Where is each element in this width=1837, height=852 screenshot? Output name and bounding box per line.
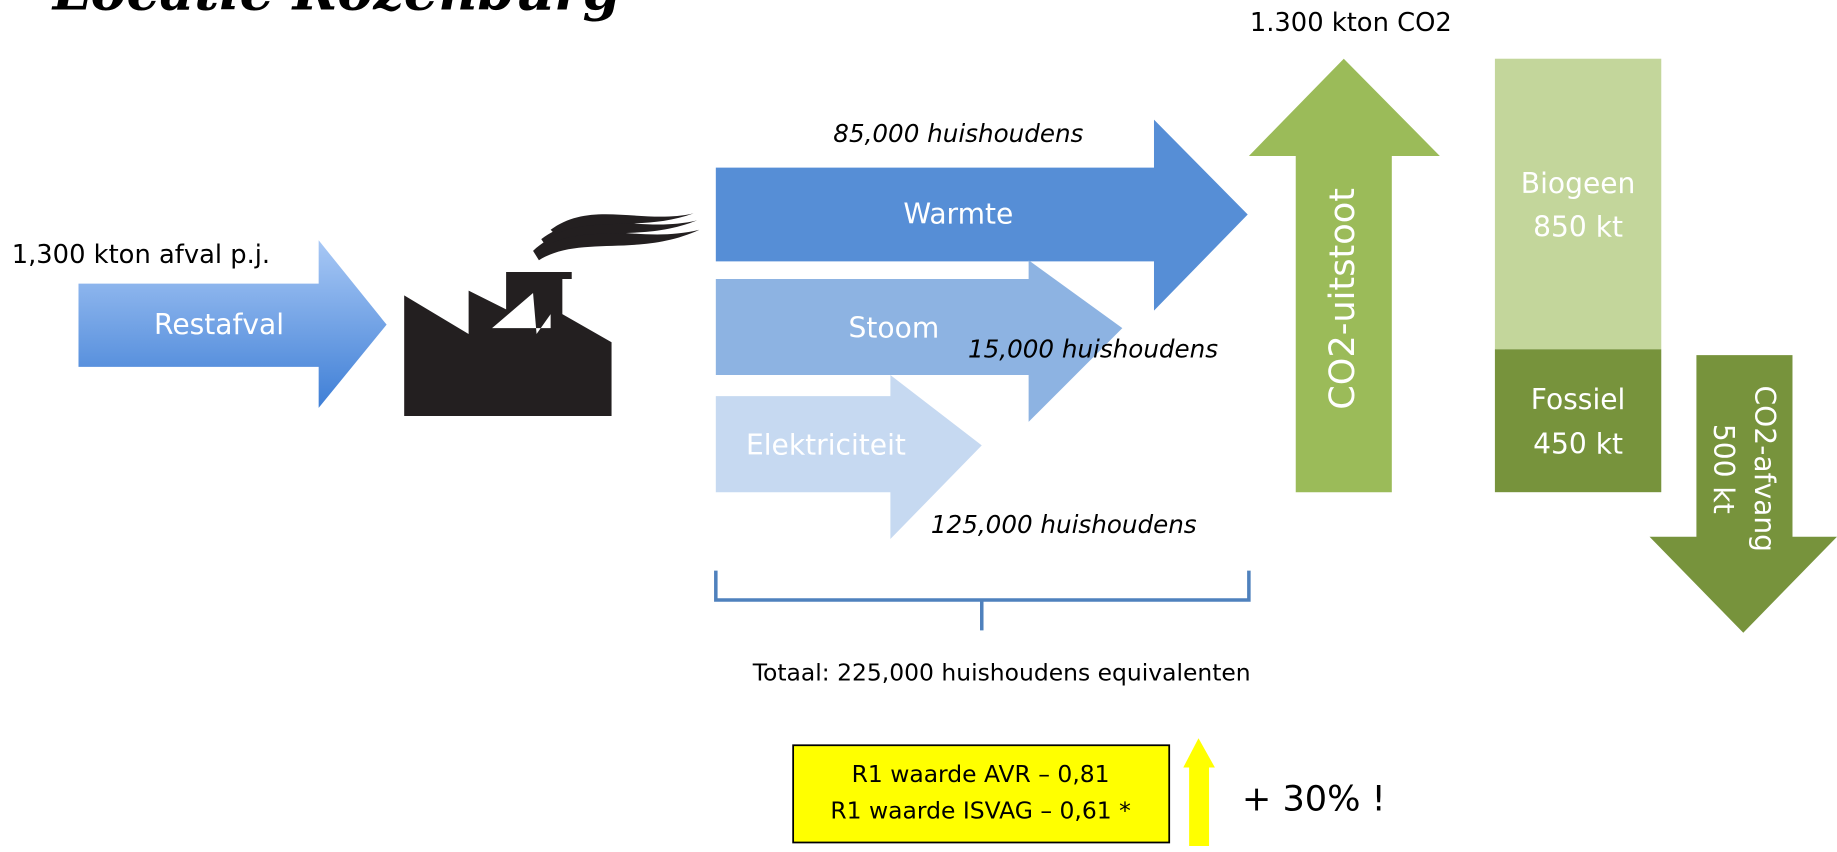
page: {"title": "Locatie Rozenburg", "input": … (0, 0, 1837, 852)
r1-line: R1 waarde ISVAG – 0,61 * (830, 797, 1131, 825)
gain-arrow (1183, 738, 1215, 846)
output-label: Stoom (849, 311, 940, 344)
biogenic-value: 850 kt (1533, 211, 1623, 244)
co2-amount: 1.300 kton CO2 (1250, 8, 1452, 38)
biogenic-label: Biogeen (1521, 167, 1636, 200)
r1-line: R1 waarde AVR – 0,81 (852, 760, 1110, 788)
output-label: Warmte (903, 198, 1013, 231)
input-label: Restafval (154, 308, 284, 341)
capture-value: 500 kt (1707, 424, 1740, 514)
title: Locatie Rozenburg (51, 0, 621, 23)
input-amount: 1,300 kton afval p.j. (12, 240, 270, 270)
slide: Locatie Rozenburg 1,300 kton afval p.j. … (0, 0, 1837, 852)
output-households: 15,000 huishoudens (968, 334, 1218, 363)
fossil-label: Fossiel (1531, 383, 1626, 416)
co2-label: CO2-uitstoot (1322, 188, 1363, 410)
biogenic-block (1495, 59, 1661, 350)
r1-gain: + 30% ! (1242, 778, 1386, 819)
capture-label: CO2-afvang (1748, 386, 1781, 552)
fossil-block (1495, 349, 1661, 492)
fossil-value: 450 kt (1533, 427, 1623, 460)
output-households: 125,000 huishoudens (931, 510, 1197, 539)
bracket (716, 571, 1249, 631)
factory (404, 213, 699, 416)
capture-arrow (1650, 355, 1837, 633)
output-label: Elektriciteit (746, 429, 906, 462)
total: Totaal: 225,000 huishoudens equivalenten (752, 658, 1251, 686)
output-households: 85,000 huishoudens (833, 119, 1083, 148)
